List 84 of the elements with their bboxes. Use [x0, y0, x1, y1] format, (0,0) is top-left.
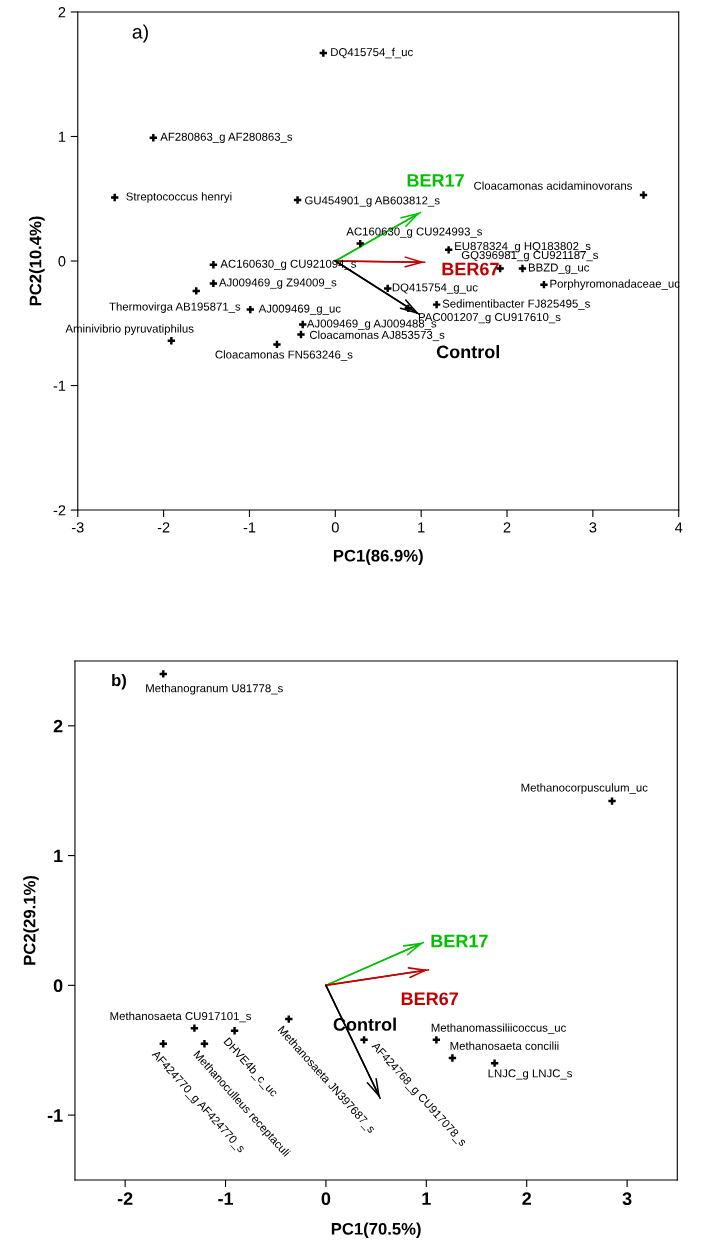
y-tick-label: 2: [58, 7, 66, 18]
x-tick-label: -2: [117, 1192, 133, 1205]
point: [608, 797, 616, 805]
point: [230, 1027, 239, 1035]
point: [432, 1036, 441, 1044]
y-axis-title: PC2(29.1%): [23, 875, 39, 965]
annotation: GU454901_g AB603812_s: [305, 196, 440, 207]
point: [293, 196, 302, 204]
series-label: Control: [436, 345, 500, 359]
annotation: Cloacamonas acidaminovorans: [474, 181, 633, 190]
point: [384, 284, 392, 293]
annotation: EU878324_g HQ183802_s: [455, 242, 591, 253]
point: [200, 1040, 209, 1048]
annotation: BBZD_g_uc: [528, 263, 590, 274]
y-axis-title: PC2(10.4%): [29, 216, 45, 306]
x-tick-label: 0: [331, 522, 339, 533]
x-tick-label: -3: [71, 522, 84, 533]
annotation: Thermovirga AB195871_s: [109, 302, 241, 313]
x-tick-label: 2: [503, 522, 511, 533]
x-tick-label: 1: [418, 522, 425, 533]
point: [209, 279, 218, 288]
annotation: Methanogranum U81778_s: [146, 683, 283, 695]
annotation: Methanosaeta CU917101_s: [110, 1011, 252, 1023]
x-axis-title: PC1(86.9%): [333, 549, 423, 565]
annotation: Streptococcus henryi: [126, 192, 232, 203]
text: a): [132, 24, 148, 43]
point: [404, 304, 412, 313]
point: [490, 1059, 499, 1067]
point: [297, 330, 305, 339]
x-tick-label: -1: [218, 1192, 234, 1205]
x-tick-label: 1: [422, 1192, 431, 1205]
annotation: AJ009469_g Z94009_s: [218, 278, 337, 289]
y-tick-label: -2: [53, 505, 66, 516]
x-tick-label: -1: [243, 522, 256, 533]
point: [319, 49, 327, 57]
y-tick-label: 0: [53, 979, 63, 993]
annotation: Methanocorpusculum_uc: [521, 783, 648, 794]
point: [149, 134, 157, 142]
y-tick-label: 1: [54, 849, 63, 863]
annotation: Methanomassiliicoccus_uc: [431, 1023, 566, 1034]
x-tick-label: 0: [321, 1192, 331, 1206]
series-label: BER67: [401, 992, 458, 1006]
annotation: Cloacamonas FN563246_s: [215, 350, 353, 361]
point: [273, 340, 281, 349]
series-label: BER17: [407, 174, 464, 187]
x-tick-label: 2: [522, 1192, 532, 1205]
point: [111, 193, 119, 202]
point: [432, 300, 441, 309]
x-tick-label: 3: [589, 522, 597, 533]
point: [518, 264, 527, 273]
annotation: LNJC_g LNJC_s: [488, 1069, 573, 1080]
point: [167, 337, 176, 345]
point: [299, 320, 307, 329]
y-tick-label: -1: [53, 380, 66, 391]
point: [448, 1054, 457, 1062]
x-tick-label: -2: [157, 522, 170, 533]
legend-label: BER17: [431, 934, 488, 948]
point: [360, 1036, 368, 1044]
point: [190, 1024, 199, 1032]
annotation: DQ415754_f_uc: [331, 47, 413, 59]
point: [639, 191, 648, 199]
annotation: Sedimentibacter FJ825495_s: [442, 299, 590, 310]
annotation: Methanosaeta concilii: [450, 1041, 559, 1050]
annotation: DQ415754_g_uc: [392, 283, 478, 294]
point: [159, 1040, 167, 1048]
legend-label: BER67: [442, 262, 499, 276]
point: [540, 281, 548, 289]
x-axis-title: PC1(70.5%): [331, 1222, 421, 1239]
point: [209, 261, 218, 269]
text: b): [112, 673, 126, 690]
annotation: AF280863_g AF280863_s: [160, 132, 293, 144]
y-tick-label: -1: [47, 1109, 63, 1122]
point: [444, 246, 453, 254]
point: [356, 239, 364, 248]
point: [159, 670, 167, 678]
annotation: Cloacamonas AJ853573_s: [309, 330, 445, 342]
x-tick-label: 4: [675, 522, 683, 533]
y-tick-label: 2: [53, 719, 63, 733]
x-tick-label: 3: [622, 1192, 632, 1206]
annotation: AJ009469_g_uc: [258, 304, 341, 315]
y-tick-label: 1: [58, 131, 66, 142]
y-tick-label: 0: [58, 256, 66, 267]
point: [246, 305, 254, 314]
annotation: GQ396981_g CU921187_s: [461, 250, 599, 262]
